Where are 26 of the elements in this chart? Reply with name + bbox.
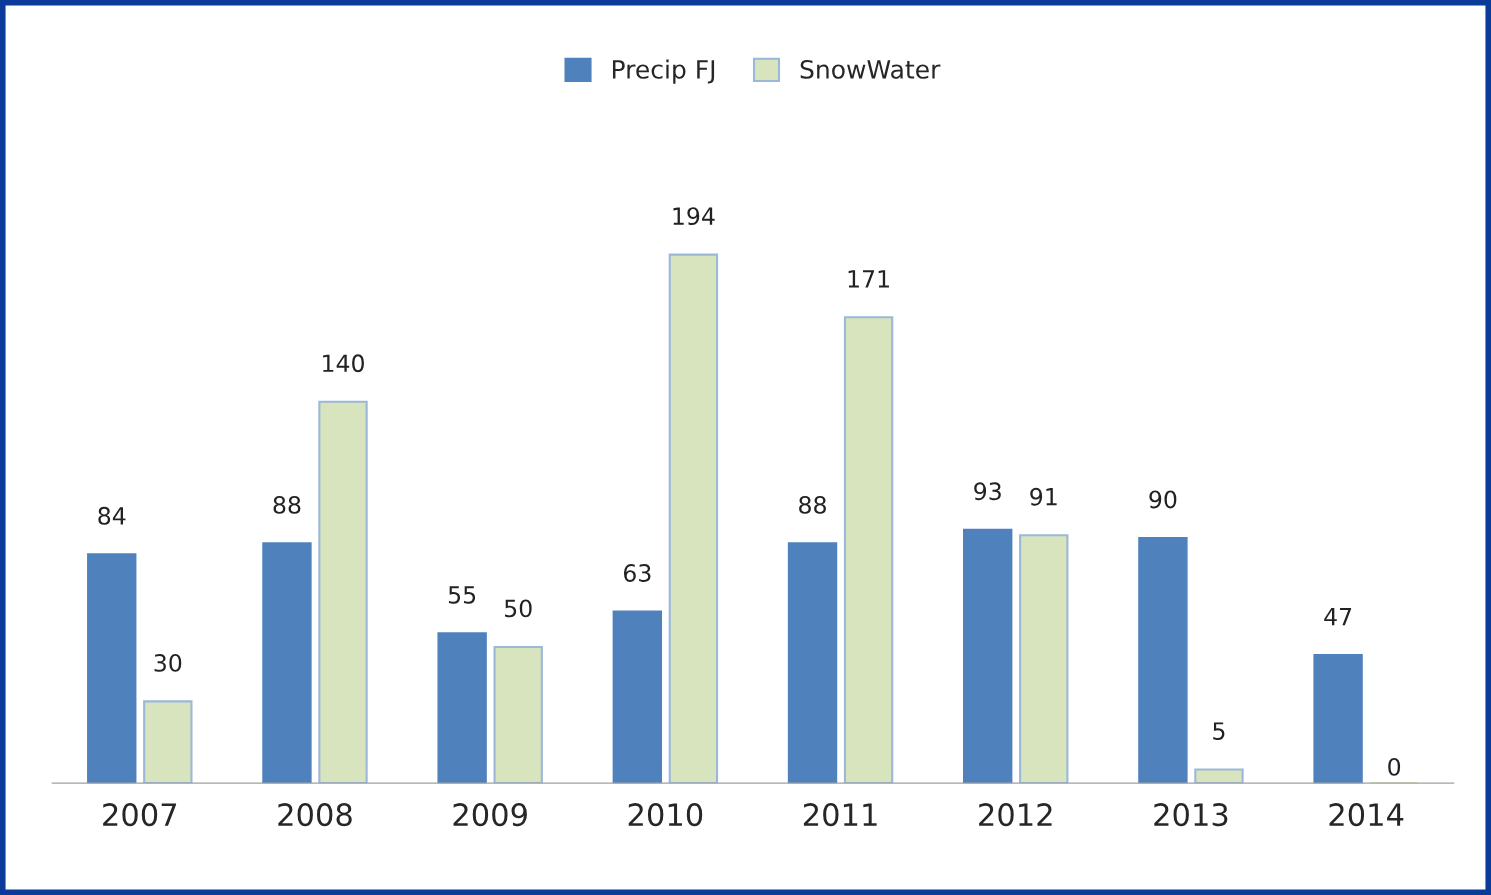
- legend-label: SnowWater: [800, 59, 941, 79]
- x-tick-label: 2009: [453, 803, 527, 827]
- data-label: 88: [799, 495, 826, 514]
- x-tick-label: 2011: [803, 803, 877, 827]
- data-label: 47: [1324, 607, 1352, 626]
- data-label: 0: [1388, 757, 1401, 776]
- data-label: 88: [273, 495, 301, 514]
- legend-label: Precip FJ: [612, 59, 715, 84]
- x-tick-label: 2012: [979, 803, 1052, 827]
- data-label: 90: [1149, 490, 1177, 509]
- data-label: 194: [673, 207, 715, 226]
- data-label: 55: [448, 586, 476, 604]
- x-tick-label: 2014: [1329, 803, 1404, 827]
- data-label: 63: [623, 564, 651, 582]
- data-label: 30: [154, 653, 182, 672]
- x-tick-label: 2008: [278, 803, 352, 827]
- data-label: 91: [1030, 487, 1057, 506]
- data-label: 93: [974, 482, 1001, 501]
- data-label: 140: [323, 354, 364, 373]
- x-tick-label: 2007: [103, 803, 177, 827]
- data-label: 84: [98, 506, 126, 525]
- x-tick-label: 2013: [1154, 803, 1228, 827]
- data-label: 171: [848, 270, 889, 288]
- data-label: 50: [505, 599, 532, 618]
- x-tick-label: 2010: [628, 803, 703, 827]
- data-label: 5: [1213, 722, 1225, 740]
